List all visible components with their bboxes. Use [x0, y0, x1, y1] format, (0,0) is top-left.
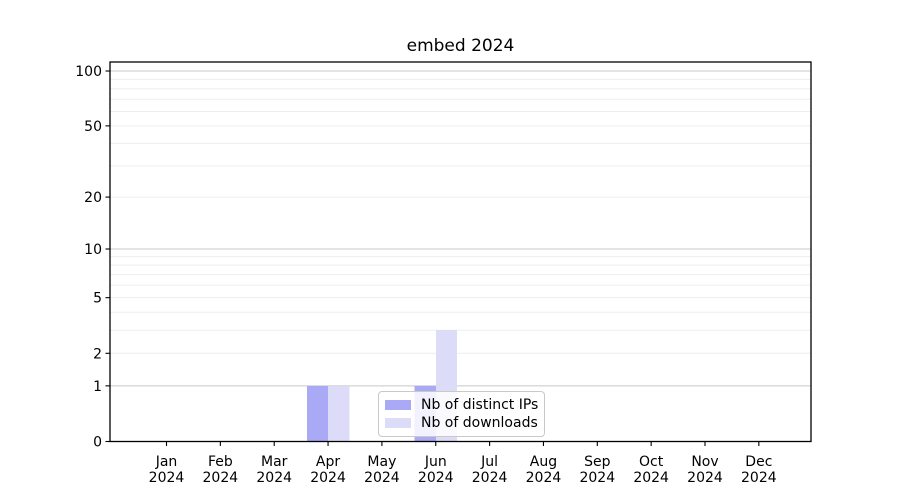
legend-item-downloads: Nb of downloads	[385, 415, 538, 431]
y-tick-label: 100	[75, 64, 102, 80]
legend-swatch-downloads	[385, 418, 411, 428]
y-tick-label: 50	[84, 119, 102, 135]
bar-distinct-ips	[306, 385, 329, 442]
legend-item-distinct-ips: Nb of distinct IPs	[385, 397, 539, 413]
y-tick-label: 0	[93, 435, 102, 451]
x-tick-label-year: 2024	[472, 470, 508, 486]
x-tick-label-year: 2024	[149, 470, 185, 486]
x-tick-label-year: 2024	[526, 470, 562, 486]
x-tick-label-year: 2024	[418, 470, 454, 486]
x-tick-label-month: May	[367, 454, 396, 470]
x-tick-label-month: Jul	[480, 454, 498, 470]
x-tick-label-year: 2024	[203, 470, 239, 486]
x-tick-label-month: Dec	[745, 454, 772, 470]
legend-swatch-distinct-ips	[385, 400, 411, 410]
x-tick-label-year: 2024	[256, 470, 292, 486]
x-tick-label-month: Aug	[530, 454, 557, 470]
x-tick-label-month: Apr	[316, 454, 340, 470]
legend: Nb of distinct IPs Nb of downloads	[378, 391, 545, 437]
x-tick-label-year: 2024	[687, 470, 723, 486]
chart-title: embed 2024	[406, 36, 515, 56]
x-tick-label-month: Jun	[424, 454, 447, 470]
x-tick-label-month: Oct	[639, 454, 664, 470]
x-tick-label-year: 2024	[364, 470, 400, 486]
x-tick-label-year: 2024	[579, 470, 615, 486]
legend-label-distinct-ips: Nb of distinct IPs	[421, 397, 539, 413]
y-tick-label: 10	[84, 242, 102, 258]
y-tick-label: 2	[93, 346, 102, 362]
axis-frame	[109, 61, 812, 443]
y-tick-label: 20	[84, 190, 102, 206]
y-tick-label: 5	[93, 291, 102, 307]
x-tick-label-month: Sep	[584, 454, 611, 470]
x-tick-label-year: 2024	[310, 470, 346, 486]
x-tick-label-year: 2024	[741, 470, 777, 486]
x-tick-label-month: Feb	[208, 454, 233, 470]
legend-label-downloads: Nb of downloads	[421, 415, 538, 431]
x-tick-label-month: Jan	[155, 454, 178, 470]
bar-downloads	[328, 385, 350, 442]
x-tick-label-month: Mar	[261, 454, 288, 470]
x-tick-label-month: Nov	[691, 454, 718, 470]
y-tick-label: 1	[93, 379, 102, 395]
x-tick-label-year: 2024	[633, 470, 669, 486]
